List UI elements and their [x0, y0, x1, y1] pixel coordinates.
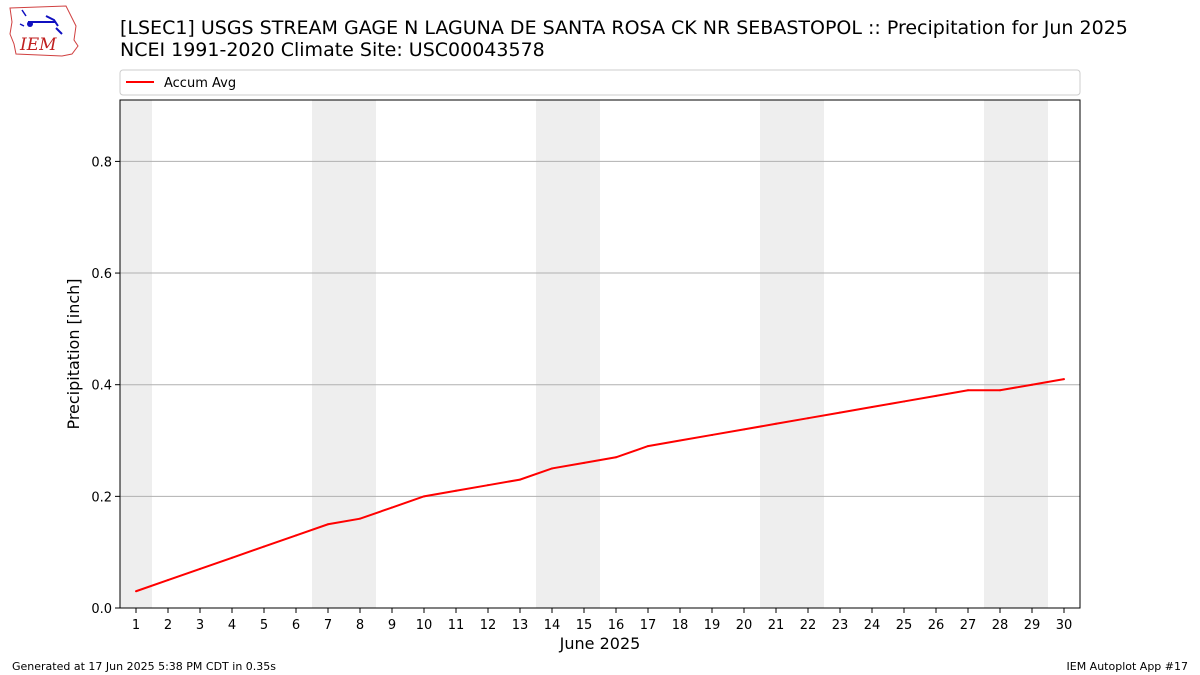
- weekend-bands: [120, 100, 1048, 608]
- data-point-10: [423, 495, 425, 498]
- x-tick-label-26: 26: [928, 618, 945, 633]
- data-point-11: [455, 489, 457, 492]
- data-point-26: [935, 394, 937, 397]
- x-tick-label-2: 2: [164, 618, 172, 633]
- x-tick-label-24: 24: [864, 618, 881, 633]
- x-tick-label-7: 7: [324, 618, 332, 633]
- x-tick-label-15: 15: [576, 618, 593, 633]
- x-tick-label-6: 6: [292, 618, 300, 633]
- data-point-22: [807, 417, 809, 420]
- data-point-4: [231, 556, 233, 559]
- y-tick-label-3: 0.6: [91, 267, 112, 282]
- data-point-2: [167, 579, 169, 582]
- x-tick-label-29: 29: [1024, 618, 1041, 633]
- data-point-23: [839, 411, 841, 414]
- data-point-7: [327, 523, 329, 526]
- y-tick-label-0: 0.0: [91, 602, 112, 617]
- x-tick-label-20: 20: [736, 618, 753, 633]
- data-point-3: [199, 567, 201, 570]
- x-tick-label-21: 21: [768, 618, 785, 633]
- data-point-15: [583, 461, 585, 464]
- series-lines: [135, 378, 1065, 593]
- data-point-30: [1063, 378, 1065, 381]
- x-tick-label-28: 28: [992, 618, 1009, 633]
- y-axis: 0.0 0.2 0.4 0.6 0.8: [91, 155, 120, 617]
- x-tick-label-12: 12: [480, 618, 497, 633]
- data-point-17: [647, 445, 649, 448]
- data-point-13: [519, 478, 521, 481]
- x-tick-label-8: 8: [356, 618, 364, 633]
- data-point-28: [999, 389, 1001, 392]
- logo-text: IEM: [19, 35, 57, 55]
- legend-label-0: Accum Avg: [164, 76, 236, 91]
- series-line-accum-avg: [135, 378, 1065, 593]
- plot-frame: [119, 99, 1081, 609]
- weekend-band-0: [120, 100, 152, 608]
- x-tick-label-30: 30: [1056, 618, 1073, 633]
- x-tick-label-10: 10: [416, 618, 433, 633]
- grid-lines: [120, 160, 1080, 497]
- data-point-6: [295, 534, 297, 537]
- y-axis-label: Precipitation [inch]: [64, 278, 83, 429]
- x-tick-label-25: 25: [896, 618, 913, 633]
- chart-title: [LSEC1] USGS STREAM GAGE N LAGUNA DE SAN…: [120, 17, 1128, 39]
- data-point-18: [679, 439, 681, 442]
- legend-box: [119, 69, 1081, 96]
- data-point-14: [551, 467, 553, 470]
- x-tick-label-14: 14: [544, 618, 561, 633]
- x-tick-label-1: 1: [132, 618, 140, 633]
- x-tick-label-9: 9: [388, 618, 396, 633]
- weekend-band-2: [536, 100, 600, 608]
- x-tick-label-3: 3: [196, 618, 204, 633]
- x-tick-label-11: 11: [448, 618, 465, 633]
- data-point-16: [615, 456, 617, 459]
- x-tick-label-4: 4: [228, 618, 236, 633]
- data-point-19: [711, 433, 713, 436]
- chart-subtitle: NCEI 1991-2020 Climate Site: USC00043578: [120, 39, 545, 61]
- x-tick-label-5: 5: [260, 618, 268, 633]
- generated-note: Generated at 17 Jun 2025 5:38 PM CDT in …: [12, 660, 277, 673]
- data-point-27: [967, 389, 969, 392]
- x-tick-label-18: 18: [672, 618, 689, 633]
- app-note: IEM Autoplot App #17: [1066, 660, 1189, 673]
- weekend-band-3: [760, 100, 824, 608]
- x-axis: 1 2 3 4 5 6 7 8 9 10 11 12 13 14 15 16 17 18 19 20 21 22 23 24 2…: [132, 608, 1072, 633]
- weekend-band-4: [984, 100, 1048, 608]
- data-point-20: [743, 428, 745, 431]
- data-point-9: [391, 506, 393, 509]
- x-axis-label: June 2025: [559, 634, 641, 653]
- legend: Accum Avg: [119, 69, 1081, 96]
- y-tick-label-4: 0.8: [91, 155, 112, 170]
- x-tick-label-13: 13: [512, 618, 529, 633]
- data-point-25: [903, 400, 905, 403]
- x-tick-label-19: 19: [704, 618, 721, 633]
- x-tick-label-16: 16: [608, 618, 625, 633]
- x-tick-label-27: 27: [960, 618, 977, 633]
- x-tick-label-17: 17: [640, 618, 657, 633]
- data-point-5: [263, 545, 265, 548]
- data-point-21: [775, 422, 777, 425]
- y-tick-label-1: 0.2: [91, 490, 112, 505]
- weekend-band-1: [312, 100, 376, 608]
- data-point-24: [871, 406, 873, 409]
- iem-logo: IEM: [9, 5, 79, 57]
- x-tick-label-23: 23: [832, 618, 849, 633]
- x-tick-label-22: 22: [800, 618, 817, 633]
- data-point-12: [487, 484, 489, 487]
- data-point-29: [1031, 383, 1033, 386]
- data-point-8: [359, 517, 361, 520]
- y-tick-label-2: 0.4: [91, 379, 112, 394]
- data-point-1: [135, 590, 137, 593]
